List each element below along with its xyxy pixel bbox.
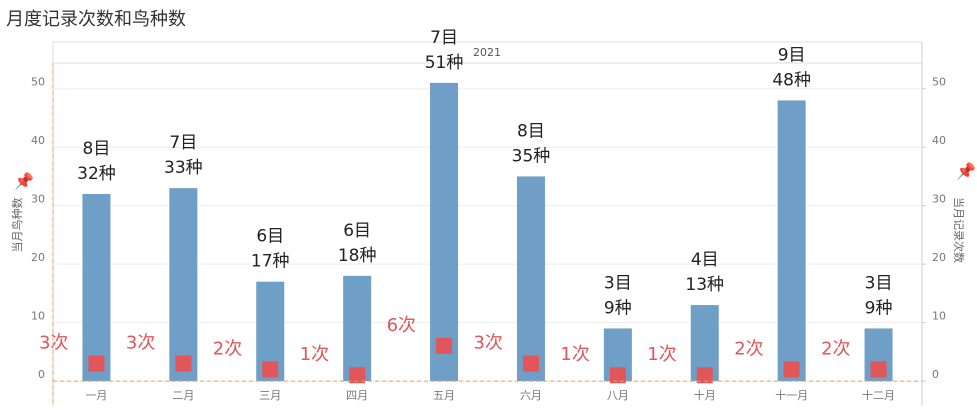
record-label: 3次 bbox=[473, 333, 502, 354]
record-label: 1次 bbox=[560, 344, 589, 365]
record-label: 1次 bbox=[300, 344, 329, 365]
y2-tick-label: 30 bbox=[932, 193, 946, 206]
x-tick-label: 十二月 bbox=[862, 388, 895, 402]
x-tick-label: 六月 bbox=[520, 389, 542, 402]
order-label: 7目 bbox=[169, 133, 197, 153]
header-label: 2021 bbox=[473, 46, 501, 59]
record-marker bbox=[870, 361, 887, 378]
record-label: 2次 bbox=[734, 338, 763, 359]
record-marker bbox=[88, 355, 105, 372]
bar-value-label: 33种 bbox=[164, 158, 203, 178]
y-tick-label: 0 bbox=[38, 368, 45, 381]
x-tick-label: 十一月 bbox=[775, 388, 808, 402]
chart-title: 月度记录次数和鸟种数 bbox=[6, 9, 186, 30]
bar bbox=[82, 193, 111, 382]
record-label: 2次 bbox=[821, 338, 850, 359]
order-label: 3目 bbox=[604, 273, 632, 293]
bar-value-label: 17种 bbox=[251, 252, 290, 272]
order-label: 6目 bbox=[343, 221, 371, 241]
record-marker bbox=[262, 361, 279, 378]
pin-icon: 📌 bbox=[14, 172, 34, 191]
record-marker bbox=[522, 355, 539, 372]
y2-tick-label: 40 bbox=[932, 134, 946, 147]
bar bbox=[777, 100, 806, 382]
bar-value-label: 13种 bbox=[685, 275, 724, 295]
record-label: 1次 bbox=[647, 344, 676, 365]
order-label: 3目 bbox=[865, 273, 893, 293]
x-tick-label: 八月 bbox=[607, 389, 629, 402]
bar-value-label: 48种 bbox=[772, 70, 811, 90]
order-label: 8目 bbox=[83, 139, 111, 159]
record-label: 3次 bbox=[39, 333, 68, 354]
record-marker bbox=[696, 367, 713, 384]
record-marker bbox=[609, 367, 626, 384]
bar-value-label: 32种 bbox=[77, 164, 116, 184]
record-marker bbox=[349, 367, 366, 384]
bar-value-label: 18种 bbox=[338, 246, 377, 266]
order-label: 4目 bbox=[691, 250, 719, 270]
x-tick-label: 三月 bbox=[259, 389, 281, 402]
y-tick-label: 30 bbox=[31, 193, 45, 206]
y2-axis-title: 当月记录次数 bbox=[952, 197, 966, 263]
bar-value-label: 9种 bbox=[865, 298, 893, 318]
y-tick-label: 40 bbox=[31, 134, 45, 147]
record-label: 2次 bbox=[213, 338, 242, 359]
record-marker bbox=[783, 361, 800, 378]
x-tick-label: 四月 bbox=[346, 389, 368, 402]
bar-value-label: 35种 bbox=[512, 146, 551, 166]
y2-tick-label: 0 bbox=[932, 368, 939, 381]
record-marker bbox=[175, 355, 192, 372]
x-tick-label: 二月 bbox=[172, 389, 194, 402]
order-label: 6目 bbox=[256, 227, 284, 247]
y2-tick-label: 10 bbox=[932, 310, 946, 323]
order-label: 9目 bbox=[778, 45, 806, 65]
y2-tick-label: 50 bbox=[932, 76, 946, 89]
bar bbox=[430, 82, 459, 382]
y-axis-title: 当月鸟种数 bbox=[10, 198, 24, 253]
pin-icon: 📌 bbox=[956, 162, 976, 181]
bar bbox=[169, 188, 198, 382]
bar bbox=[343, 275, 372, 382]
x-tick-label: 一月 bbox=[85, 389, 107, 402]
bar-value-label: 51种 bbox=[425, 53, 464, 73]
y-tick-label: 10 bbox=[31, 310, 45, 323]
x-tick-label: 五月 bbox=[433, 389, 455, 402]
record-label: 6次 bbox=[387, 315, 416, 336]
x-tick-label: 十月 bbox=[694, 388, 716, 402]
y-tick-label: 20 bbox=[31, 251, 45, 264]
bar bbox=[516, 176, 545, 382]
y2-tick-label: 20 bbox=[932, 251, 946, 264]
order-label: 8目 bbox=[517, 121, 545, 141]
record-marker bbox=[436, 337, 453, 354]
order-label: 7目 bbox=[430, 28, 458, 48]
record-label: 3次 bbox=[126, 333, 155, 354]
y-tick-label: 50 bbox=[31, 76, 45, 89]
bar-value-label: 9种 bbox=[604, 298, 632, 318]
